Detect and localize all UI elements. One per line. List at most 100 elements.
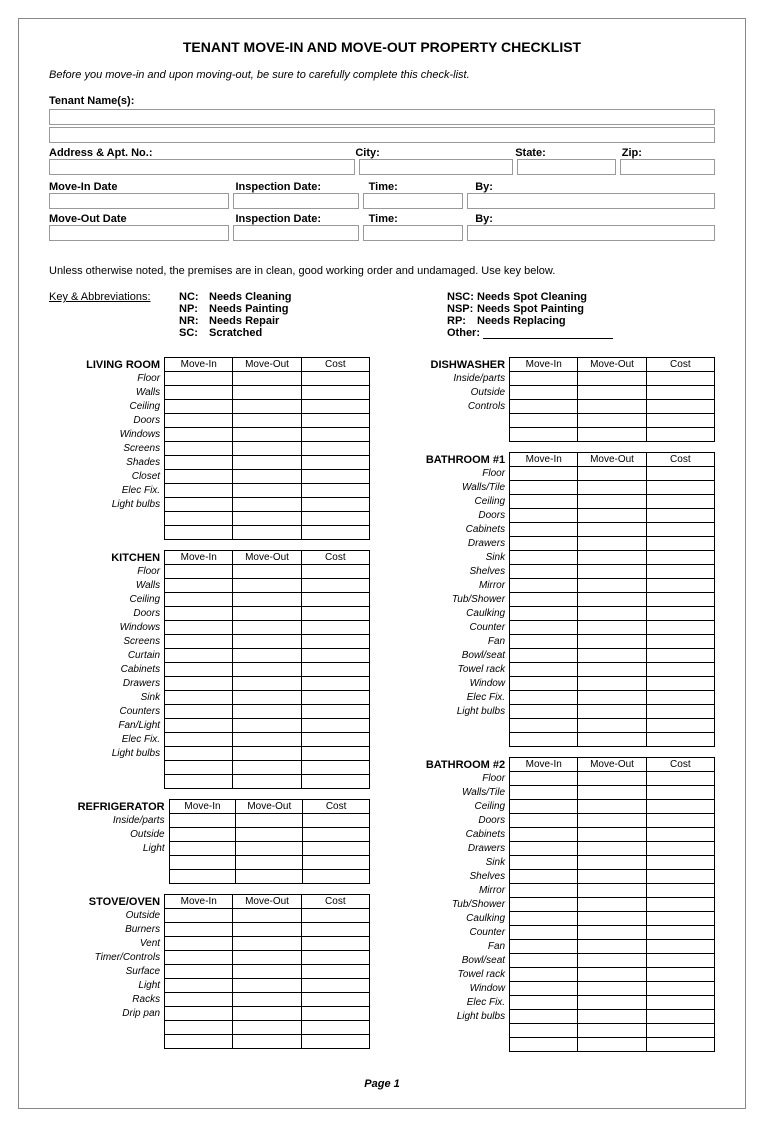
checklist-cell[interactable]: [578, 635, 646, 649]
checklist-cell[interactable]: [165, 979, 233, 993]
checklist-cell[interactable]: [301, 663, 369, 677]
checklist-cell[interactable]: [646, 579, 714, 593]
checklist-cell[interactable]: [510, 1024, 578, 1038]
checklist-cell[interactable]: [165, 456, 233, 470]
checklist-cell[interactable]: [165, 372, 233, 386]
checklist-cell[interactable]: [301, 400, 369, 414]
checklist-cell[interactable]: [165, 965, 233, 979]
checklist-cell[interactable]: [510, 1010, 578, 1024]
checklist-cell[interactable]: [510, 386, 578, 400]
checklist-cell[interactable]: [578, 884, 646, 898]
checklist-cell[interactable]: [578, 414, 646, 428]
checklist-cell[interactable]: [578, 940, 646, 954]
checklist-cell[interactable]: [578, 593, 646, 607]
checklist-cell[interactable]: [646, 1024, 714, 1038]
checklist-cell[interactable]: [165, 663, 233, 677]
checklist-cell[interactable]: [165, 733, 233, 747]
checklist-cell[interactable]: [301, 993, 369, 1007]
checklist-cell[interactable]: [646, 814, 714, 828]
checklist-cell[interactable]: [233, 526, 301, 540]
checklist-cell[interactable]: [646, 495, 714, 509]
checklist-cell[interactable]: [510, 996, 578, 1010]
checklist-cell[interactable]: [646, 677, 714, 691]
tenant-input-2[interactable]: [49, 127, 715, 143]
checklist-cell[interactable]: [165, 579, 233, 593]
checklist-cell[interactable]: [646, 649, 714, 663]
checklist-cell[interactable]: [510, 663, 578, 677]
checklist-cell[interactable]: [578, 400, 646, 414]
checklist-cell[interactable]: [169, 828, 236, 842]
checklist-cell[interactable]: [578, 1010, 646, 1024]
checklist-cell[interactable]: [646, 705, 714, 719]
checklist-cell[interactable]: [510, 912, 578, 926]
checklist-cell[interactable]: [578, 705, 646, 719]
checklist-cell[interactable]: [236, 870, 303, 884]
checklist-cell[interactable]: [578, 579, 646, 593]
checklist-cell[interactable]: [510, 705, 578, 719]
checklist-cell[interactable]: [578, 954, 646, 968]
checklist-cell[interactable]: [233, 691, 301, 705]
checklist-cell[interactable]: [233, 512, 301, 526]
checklist-cell[interactable]: [510, 621, 578, 635]
checklist-cell[interactable]: [578, 677, 646, 691]
checklist-cell[interactable]: [165, 565, 233, 579]
checklist-cell[interactable]: [510, 814, 578, 828]
checklist-cell[interactable]: [646, 940, 714, 954]
checklist-cell[interactable]: [578, 386, 646, 400]
checklist-cell[interactable]: [301, 1007, 369, 1021]
checklist-cell[interactable]: [233, 372, 301, 386]
checklist-cell[interactable]: [233, 484, 301, 498]
checklist-cell[interactable]: [165, 635, 233, 649]
checklist-cell[interactable]: [646, 481, 714, 495]
checklist-cell[interactable]: [165, 442, 233, 456]
checklist-cell[interactable]: [578, 733, 646, 747]
checklist-cell[interactable]: [510, 414, 578, 428]
checklist-cell[interactable]: [165, 484, 233, 498]
checklist-cell[interactable]: [301, 719, 369, 733]
checklist-cell[interactable]: [646, 607, 714, 621]
checklist-cell[interactable]: [303, 828, 370, 842]
checklist-cell[interactable]: [578, 607, 646, 621]
checklist-cell[interactable]: [301, 456, 369, 470]
checklist-cell[interactable]: [578, 495, 646, 509]
checklist-cell[interactable]: [646, 663, 714, 677]
checklist-cell[interactable]: [646, 912, 714, 926]
checklist-cell[interactable]: [233, 775, 301, 789]
checklist-cell[interactable]: [646, 954, 714, 968]
checklist-cell[interactable]: [233, 1007, 301, 1021]
checklist-cell[interactable]: [165, 761, 233, 775]
checklist-cell[interactable]: [301, 621, 369, 635]
checklist-cell[interactable]: [301, 512, 369, 526]
checklist-cell[interactable]: [646, 691, 714, 705]
checklist-cell[interactable]: [301, 761, 369, 775]
checklist-cell[interactable]: [165, 649, 233, 663]
by-input-1[interactable]: [467, 193, 715, 209]
checklist-cell[interactable]: [646, 870, 714, 884]
checklist-cell[interactable]: [510, 635, 578, 649]
checklist-cell[interactable]: [233, 635, 301, 649]
checklist-cell[interactable]: [165, 705, 233, 719]
checklist-cell[interactable]: [301, 733, 369, 747]
checklist-cell[interactable]: [233, 649, 301, 663]
time-input-1[interactable]: [363, 193, 463, 209]
checklist-cell[interactable]: [233, 607, 301, 621]
checklist-cell[interactable]: [578, 772, 646, 786]
checklist-cell[interactable]: [233, 951, 301, 965]
checklist-cell[interactable]: [301, 775, 369, 789]
checklist-cell[interactable]: [301, 965, 369, 979]
checklist-cell[interactable]: [646, 537, 714, 551]
checklist-cell[interactable]: [233, 733, 301, 747]
checklist-cell[interactable]: [301, 691, 369, 705]
checklist-cell[interactable]: [510, 800, 578, 814]
checklist-cell[interactable]: [165, 621, 233, 635]
time-input-2[interactable]: [363, 225, 463, 241]
checklist-cell[interactable]: [578, 996, 646, 1010]
checklist-cell[interactable]: [165, 414, 233, 428]
checklist-cell[interactable]: [510, 551, 578, 565]
checklist-cell[interactable]: [578, 467, 646, 481]
checklist-cell[interactable]: [510, 509, 578, 523]
checklist-cell[interactable]: [165, 719, 233, 733]
checklist-cell[interactable]: [233, 400, 301, 414]
checklist-cell[interactable]: [165, 607, 233, 621]
checklist-cell[interactable]: [646, 635, 714, 649]
